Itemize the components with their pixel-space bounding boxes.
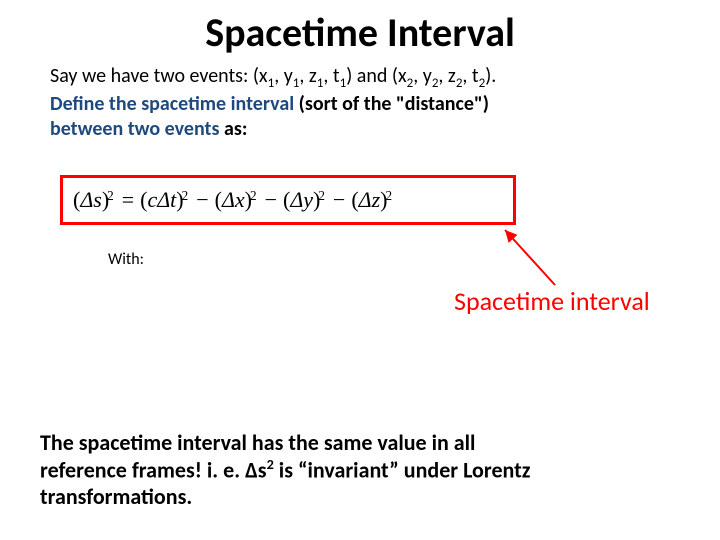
intro-line1-g: , z xyxy=(438,64,455,88)
conclusion-text: The spacetime interval has the same valu… xyxy=(40,430,680,511)
intro-text: Say we have two events: (x1, y1, z1, t1)… xyxy=(50,64,670,142)
equation-box: (Δs)2 = (cΔt)2 − (Δx)2 − (Δy)2 − (Δz)2 xyxy=(60,175,516,225)
intro-line1-d: , t xyxy=(323,64,339,88)
eq-term: Δs xyxy=(80,187,101,213)
paren-open: ( xyxy=(215,187,222,213)
eq-term: Δz xyxy=(359,187,380,213)
equals: = xyxy=(116,187,140,213)
eq-term: Δy xyxy=(290,187,313,213)
paren-open: ( xyxy=(140,187,147,213)
minus: − xyxy=(190,187,214,213)
intro-line1-i: ). xyxy=(485,64,496,88)
intro-black-1: (sort of the "distance") xyxy=(294,92,489,116)
intro-line1-e: ) and (x xyxy=(346,64,406,88)
intro-line1-b: , y xyxy=(274,64,293,88)
minus: − xyxy=(259,187,283,213)
intro-line1-f: , y xyxy=(413,64,432,88)
conclusion-line2b: is “invariant” under Lorentz xyxy=(274,457,531,484)
slide: Spacetime Interval Say we have two event… xyxy=(0,0,720,540)
squared: 2 xyxy=(107,188,114,204)
intro-black-2: as: xyxy=(219,117,247,141)
conclusion-line3: transformations. xyxy=(40,483,192,510)
conclusion-line1: The spacetime interval has the same valu… xyxy=(40,429,475,456)
annotation-label: Spacetime interval xyxy=(454,285,650,317)
minus: − xyxy=(327,187,351,213)
intro-line1-c: , z xyxy=(299,64,316,88)
squared: 2 xyxy=(182,188,189,204)
eq-term: Δx xyxy=(222,187,245,213)
squared: 2 xyxy=(267,455,274,473)
squared: 2 xyxy=(385,188,392,204)
page-title: Spacetime Interval xyxy=(0,8,720,57)
intro-line1-a: Say we have two events: (x xyxy=(50,64,268,88)
conclusion-line2a: reference frames! i. e. Δs xyxy=(40,457,267,484)
eq-term: cΔt xyxy=(147,187,176,213)
intro-blue-2: between two events xyxy=(50,117,219,141)
with-label: With: xyxy=(108,250,144,269)
paren-open: ( xyxy=(351,187,358,213)
intro-blue-1: Define the spacetime interval xyxy=(50,92,294,116)
intro-line1-h: , t xyxy=(462,64,478,88)
squared: 2 xyxy=(250,188,257,204)
squared: 2 xyxy=(318,188,325,204)
